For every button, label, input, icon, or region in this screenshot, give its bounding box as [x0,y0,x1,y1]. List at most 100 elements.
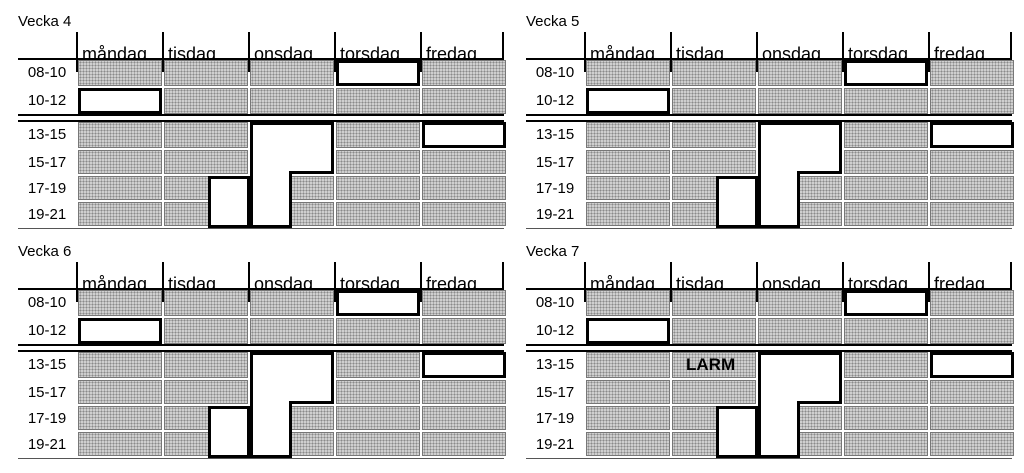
booked-slot [78,406,162,430]
booked-slot [336,150,420,174]
booked-slot [422,150,506,174]
booked-slot [586,406,670,430]
week-title: Vecka 6 [18,243,72,260]
lunch-gap [584,344,1012,352]
booked-slot [672,150,756,174]
free-slot [78,318,162,344]
time-label-15-17: 15-17 [27,384,67,401]
free-slot [844,290,928,316]
free-block-onsdag-step [289,401,334,404]
booked-slot [930,202,1014,226]
rule-bottom [18,458,504,459]
booked-slot [164,352,248,378]
time-label-19-21: 19-21 [535,436,575,453]
booked-slot [930,88,1014,114]
booked-slot [672,88,756,114]
booked-slot [78,202,162,226]
booked-slot [422,432,506,456]
rule-top [526,58,1012,60]
time-label-17-19: 17-19 [27,410,67,427]
booked-slot [336,88,420,114]
booked-slot [844,432,928,456]
booked-slot [758,290,842,316]
booked-slot [930,176,1014,200]
booked-slot [336,176,420,200]
booked-slot [336,352,420,378]
header-right-border [1010,32,1012,72]
booked-slot [78,122,162,148]
booked-slot [164,380,248,404]
booked-slot [586,60,670,86]
time-label-19-21: 19-21 [27,206,67,223]
booked-slot [672,318,756,344]
booked-slot [758,60,842,86]
booked-slot [78,290,162,316]
rule-midday-upper [18,114,504,116]
week-panel-4: Vecka 4 måndag tisdag onsdag torsdag fredag 08… [16,12,506,242]
booked-slot [78,432,162,456]
free-block-onsdag-lower [250,404,292,458]
rule-midday-lower [526,350,1012,352]
week-panel-5: Vecka 5 måndag tisdag onsdag torsdag fredag 08… [524,12,1014,242]
booked-slot [672,352,756,378]
time-label-10-12: 10-12 [27,322,67,339]
booked-slot [586,202,670,226]
time-label-15-17: 15-17 [535,154,575,171]
header-right-border [1010,262,1012,302]
time-label-15-17: 15-17 [27,154,67,171]
rule-bottom [18,228,504,229]
booked-slot [586,176,670,200]
rule-midday-lower [18,120,504,122]
free-slot [844,60,928,86]
free-block-onsdag-lower [250,174,292,228]
booked-slot [78,60,162,86]
booked-slot [586,290,670,316]
booked-slot [164,290,248,316]
booked-slot [336,406,420,430]
booked-slot [164,318,248,344]
booked-slot [930,290,1014,316]
booked-slot [78,380,162,404]
time-label-13-15: 13-15 [535,126,575,143]
free-block-onsdag [250,352,334,404]
booked-slot [844,176,928,200]
booked-slot [250,88,334,114]
booked-slot [336,380,420,404]
week-title: Vecka 5 [526,13,580,30]
time-label-13-15: 13-15 [27,126,67,143]
booked-slot [672,60,756,86]
lunch-gap [584,114,1012,122]
booked-slot [930,150,1014,174]
booked-slot [422,318,506,344]
free-slot [930,122,1014,148]
week-panel-7: Vecka 7 måndag tisdag onsdag torsdag fredag 08… [524,242,1014,472]
rule-midday-lower [18,350,504,352]
booked-slot [422,380,506,404]
booked-slot [422,176,506,200]
header-right-border [502,32,504,72]
lunch-gap [76,344,504,352]
rule-bottom [526,228,1012,229]
free-block-onsdag-lower [758,404,800,458]
free-block-onsdag [758,352,842,404]
booked-slot [844,88,928,114]
free-slot [422,122,506,148]
booked-slot [844,406,928,430]
booked-slot [336,432,420,456]
free-block-onsdag [758,122,842,174]
rule-top [18,288,504,290]
time-label-15-17: 15-17 [535,384,575,401]
rule-top [18,58,504,60]
booked-slot [930,318,1014,344]
rule-midday-lower [526,120,1012,122]
free-slot [586,318,670,344]
header-right-border [502,262,504,302]
free-block-onsdag-step [797,171,842,174]
free-slot [336,60,420,86]
booked-slot [844,150,928,174]
lunch-gap [76,114,504,122]
booked-slot [758,318,842,344]
booked-slot [336,318,420,344]
free-block-onsdag-step [797,401,842,404]
time-label-17-19: 17-19 [27,180,67,197]
